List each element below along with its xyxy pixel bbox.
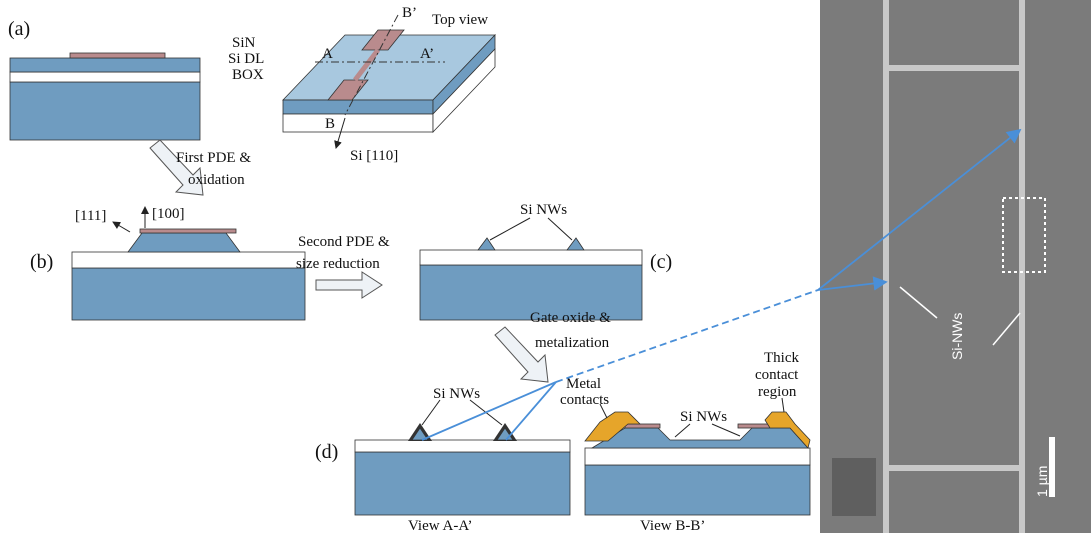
step-text: size reduction xyxy=(296,256,380,272)
label: Si NWs xyxy=(680,409,727,425)
process-arrow xyxy=(149,139,204,196)
panel-label: (a) xyxy=(8,18,30,40)
marker-label: B xyxy=(325,116,335,132)
step-text: metalization xyxy=(535,335,610,351)
label: Si NWs xyxy=(433,386,480,402)
label: Thick xyxy=(764,350,799,366)
caption: View A-A’ xyxy=(408,518,473,533)
layer-label: Si DL xyxy=(228,51,264,67)
label: contact xyxy=(755,367,799,383)
scale-label: 1 µm xyxy=(1034,466,1050,497)
direction-label: [111] xyxy=(75,208,106,224)
caption: Top view xyxy=(432,12,488,28)
panel-label: (b) xyxy=(30,251,53,273)
panel-c-section xyxy=(419,217,643,321)
sem-label: Si-NWs xyxy=(949,313,965,360)
marker-label: B’ xyxy=(402,5,417,21)
process-arrow xyxy=(494,326,549,383)
layer-label: BOX xyxy=(232,67,264,83)
caption: View B-B’ xyxy=(640,518,705,533)
label: Metal xyxy=(566,376,601,392)
panel-label: (c) xyxy=(650,251,672,273)
step-text: Second PDE & xyxy=(298,234,390,250)
step-text: Gate oxide & xyxy=(530,310,611,326)
label: region xyxy=(758,384,797,400)
marker-label: A’ xyxy=(420,46,434,62)
panel-a-topview xyxy=(282,14,496,149)
label: Si NWs xyxy=(520,202,567,218)
direction-label: Si [110] xyxy=(350,148,398,164)
layer-label: SiN xyxy=(232,35,256,51)
connectors xyxy=(421,128,1022,441)
marker-label: A xyxy=(322,46,333,62)
sem-image xyxy=(820,0,1091,533)
label: contacts xyxy=(560,392,609,408)
process-arrow xyxy=(315,271,383,299)
panel-d-section-a xyxy=(354,399,571,516)
panel-a-section xyxy=(9,52,201,141)
step-text: First PDE & xyxy=(176,150,251,166)
direction-label: [100] xyxy=(152,206,185,222)
panel-b-section xyxy=(71,206,306,321)
step-text: oxidation xyxy=(188,172,245,188)
panel-d-section-b xyxy=(584,397,811,516)
panel-label: (d) xyxy=(315,441,338,463)
